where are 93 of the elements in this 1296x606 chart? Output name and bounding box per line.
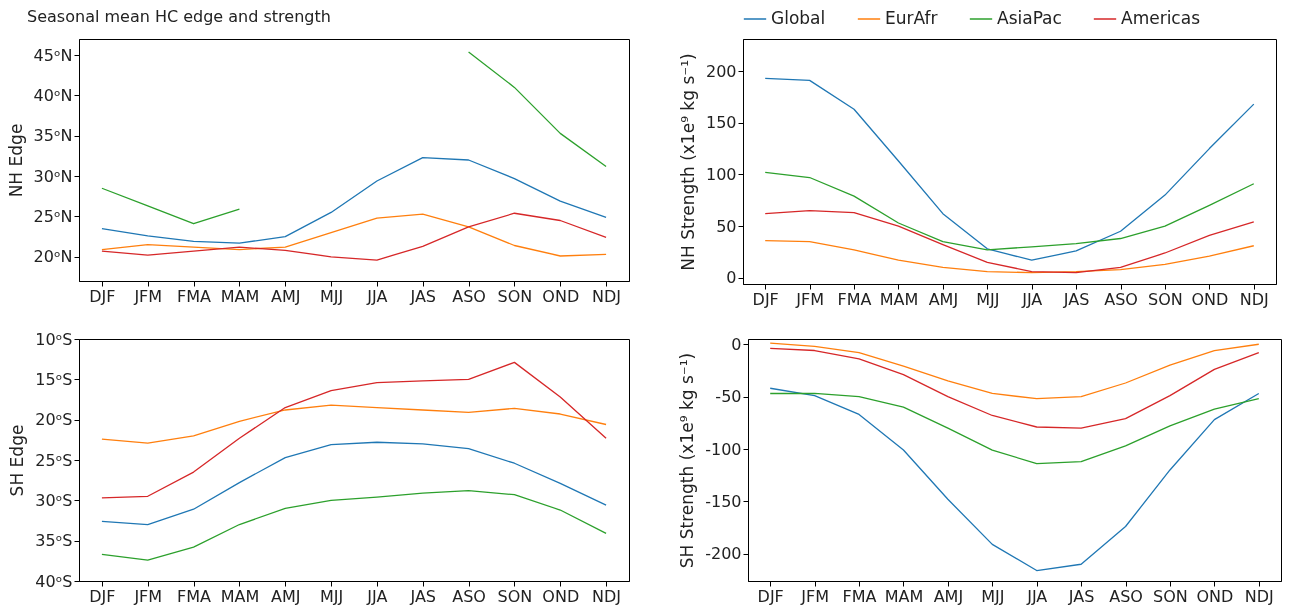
y-tick-label: 20ᵒN [33,247,73,267]
y-axis-title: NH Edge [5,123,26,198]
y-tick-label: 35ᵒS [35,531,73,551]
x-tick-label: JFM [795,289,824,309]
x-tick-label: MJJ [319,586,344,606]
y-tick-label: 35ᵒN [33,126,73,146]
x-tick-label: MJJ [319,286,344,306]
x-tick-label: JAS [1067,586,1095,606]
x-tick-label: JJA [1021,289,1043,309]
y-tick-label: 100 [705,164,737,184]
y-tick-label: 25ᵒN [33,206,73,226]
line-series [101,404,607,444]
x-tick-label: AMJ [928,289,959,309]
x-tick-label: NDJ [592,286,622,306]
x-tick-label: JAS [409,586,437,606]
x-tick-label: MAM [220,286,260,306]
x-tick-label: OND [1196,586,1234,606]
y-tick-label: 25ᵒS [35,450,73,470]
x-tick-label: AMJ [271,586,301,606]
y-axis-title: NH Strength (x1e⁹ kg s⁻¹) [677,53,698,271]
x-tick-label: OND [1191,289,1229,309]
x-tick-label: JJA [366,586,388,606]
line-series [769,342,1260,400]
line-series [769,392,1260,465]
x-tick-label: DJF [89,586,116,606]
x-tick-label: JFM [133,586,163,606]
y-tick-label: -150 [705,491,742,511]
y-tick-label: 200 [705,61,737,81]
x-tick-label: JAS [1062,289,1090,309]
y-tick-label: 40ᵒS [35,571,73,591]
x-tick-label: MAM [884,586,924,606]
y-tick-label: -100 [705,439,742,459]
x-tick-label: DJF [752,289,779,309]
x-tick-label: MJJ [976,289,1000,309]
x-tick-label: JFM [800,586,829,606]
x-tick-label: NDJ [592,586,622,606]
x-tick-label: ASO [452,286,486,306]
legend-label: Global [771,8,826,28]
y-tick-label: 30ᵒS [35,490,73,510]
x-tick-label: OND [542,286,580,306]
x-tick-label: ASO [1109,586,1143,606]
line-series [764,171,1255,251]
legend-label: EurAfr [885,8,938,28]
line-series [764,77,1255,261]
x-tick-label: ASO [1104,289,1138,309]
x-tick-label: SON [497,586,533,606]
legend-label: AsiaPac [997,8,1062,28]
x-tick-label: SON [1148,289,1183,309]
y-tick-label: -50 [715,387,742,407]
line-series [101,156,607,244]
x-tick-label: FMA [837,289,872,309]
line-series [769,387,1260,572]
y-axis-title: SH Strength (x1e⁹ kg s⁻¹) [677,352,698,569]
y-tick-label: 10ᵒS [35,329,73,349]
line-series [764,239,1255,274]
y-tick-label: 40ᵒN [33,85,73,105]
x-tick-label: MAM [879,289,919,309]
y-tick-label: -200 [705,544,742,564]
legend-label: Americas [1121,8,1201,28]
y-tick-label: 45ᵒN [33,45,73,65]
y-axis-title: SH Edge [7,424,28,497]
x-tick-label: JFM [133,286,163,306]
line-series [764,209,1255,274]
y-tick-label: 150 [705,113,737,133]
line-series [101,441,607,526]
x-tick-label: NDJ [1244,586,1274,606]
line-series [101,490,607,561]
x-tick-label: SON [497,286,533,306]
line-series [101,361,607,499]
x-tick-label: FMA [842,586,877,606]
x-tick-label: AMJ [933,586,964,606]
chart-title: Seasonal mean HC edge and strength [27,7,331,26]
x-tick-label: NDJ [1239,289,1269,309]
x-tick-label: JJA [366,286,388,306]
x-tick-label: MJJ [981,586,1005,606]
x-tick-label: DJF [89,286,116,306]
y-tick-label: 30ᵒN [33,166,73,186]
y-tick-label: 15ᵒS [35,369,73,389]
x-tick-label: OND [542,586,580,606]
line-series [769,347,1260,429]
x-tick-label: MAM [220,586,260,606]
x-tick-label: JJA [1026,586,1048,606]
x-tick-label: FMA [177,586,212,606]
x-tick-label: SON [1153,586,1188,606]
x-tick-label: FMA [177,286,212,306]
x-tick-label: AMJ [271,286,301,306]
x-tick-label: DJF [757,586,784,606]
x-tick-label: JAS [409,286,437,306]
y-tick-label: 0 [731,334,742,354]
y-tick-label: 0 [726,268,737,288]
y-tick-label: 20ᵒS [35,410,73,430]
x-tick-label: ASO [452,586,486,606]
y-tick-label: 50 [716,216,737,236]
